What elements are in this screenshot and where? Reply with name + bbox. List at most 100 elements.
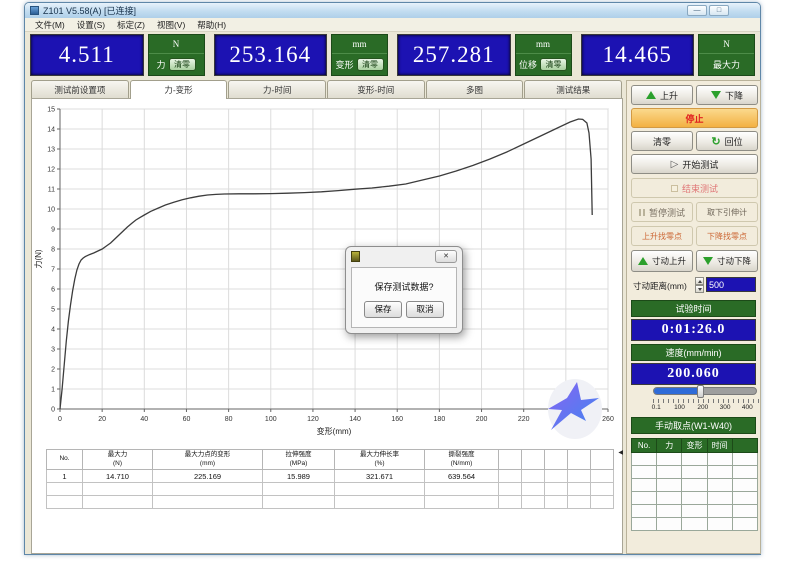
speed-slider[interactable] bbox=[653, 385, 757, 398]
title-bar: Z101 V5.58(A) [已连接] — □ bbox=[25, 3, 760, 18]
results-cell bbox=[590, 495, 614, 509]
return-label: 回位 bbox=[724, 136, 743, 147]
svg-text:6: 6 bbox=[51, 287, 55, 294]
svg-text:7: 7 bbox=[51, 267, 55, 274]
chart-svg: 0204060801001201401601802002202402600123… bbox=[33, 107, 614, 439]
clear-zero-button[interactable]: 清零 bbox=[540, 58, 567, 71]
maximize-button[interactable]: □ bbox=[709, 5, 729, 16]
jog-distance-input[interactable] bbox=[706, 277, 756, 292]
results-cell: 225.169 bbox=[152, 469, 263, 483]
tab-力-变形[interactable]: 力-变形 bbox=[129, 80, 228, 99]
start-test-button[interactable]: ▷ 开始测试 bbox=[631, 154, 758, 174]
results-cell bbox=[521, 469, 545, 483]
manual-cell bbox=[630, 517, 658, 531]
jog-up-arrow-icon bbox=[637, 257, 648, 265]
spinner-down-icon[interactable] bbox=[695, 285, 704, 293]
svg-text:11: 11 bbox=[48, 187, 55, 194]
slider-thumb[interactable] bbox=[696, 385, 704, 398]
test-time-display: 0:01:26.0 bbox=[631, 319, 756, 341]
clear-zero-button[interactable]: 清零 bbox=[356, 58, 384, 71]
jog-down-label: 寸动下降 bbox=[716, 256, 751, 266]
results-cell bbox=[334, 482, 425, 496]
up-button[interactable]: 上升 bbox=[631, 85, 693, 105]
results-cell bbox=[544, 482, 568, 496]
jog-distance-spinner[interactable] bbox=[695, 277, 704, 293]
dialog-cancel-button[interactable]: 取消 bbox=[406, 301, 444, 318]
manual-cell bbox=[681, 452, 708, 466]
display-group: 257.281 mm 位移 清零 bbox=[397, 34, 572, 76]
results-cell bbox=[82, 482, 153, 496]
return-button[interactable]: ↻ 回位 bbox=[696, 131, 758, 151]
results-row[interactable] bbox=[46, 495, 614, 509]
results-cell: 14.710 bbox=[82, 469, 153, 483]
results-cell bbox=[590, 469, 614, 483]
down-find-zero-button[interactable]: 下降找零点 bbox=[696, 226, 758, 246]
svg-text:8: 8 bbox=[51, 247, 55, 254]
clear-zero-button[interactable]: 清零 bbox=[168, 58, 196, 71]
manual-cell bbox=[630, 452, 658, 466]
menu-item[interactable]: 视图(V) bbox=[156, 19, 186, 30]
menu-item[interactable]: 标定(Z) bbox=[117, 19, 145, 30]
table-scroll-arrow-icon[interactable]: ◀ bbox=[618, 450, 623, 456]
results-cell: 15.989 bbox=[262, 469, 335, 483]
manual-column-header: 时间 bbox=[706, 438, 733, 453]
menu-item[interactable]: 文件(M) bbox=[35, 19, 65, 30]
manual-cell bbox=[630, 491, 658, 505]
svg-text:200: 200 bbox=[476, 416, 488, 423]
manual-column-header: 力 bbox=[656, 438, 683, 453]
results-row[interactable] bbox=[46, 482, 614, 496]
window-title: Z101 V5.58(A) [已连接] bbox=[43, 6, 137, 16]
tab-测试结果[interactable]: 测试结果 bbox=[524, 80, 623, 98]
minimize-button[interactable]: — bbox=[687, 5, 707, 16]
stop-button[interactable]: 停止 bbox=[631, 108, 758, 128]
results-cell bbox=[567, 495, 591, 509]
manual-row bbox=[630, 517, 759, 531]
jog-up-button[interactable]: 寸动上升 bbox=[631, 250, 693, 272]
jog-down-button[interactable]: 寸动下降 bbox=[696, 250, 758, 272]
tab-测试前设置项[interactable]: 测试前设置项 bbox=[31, 80, 129, 98]
svg-text:140: 140 bbox=[349, 416, 361, 423]
manual-row bbox=[630, 491, 759, 505]
dialog-save-button[interactable]: 保存 bbox=[364, 301, 402, 318]
channel-row: 力清零 bbox=[149, 54, 204, 75]
results-column-header-empty bbox=[590, 449, 614, 470]
down-button[interactable]: 下降 bbox=[696, 85, 758, 105]
svg-text:3: 3 bbox=[51, 347, 55, 354]
chart-page: 0204060801001201401601802002202402600123… bbox=[31, 98, 623, 554]
end-test-button[interactable]: 结束测试 bbox=[631, 178, 758, 198]
unit-panel: N 最大力 bbox=[698, 34, 755, 76]
results-cell bbox=[262, 482, 335, 496]
down-find-zero-label: 下降找零点 bbox=[707, 231, 747, 241]
slider-labels: 0.1 100 200 300 400 bbox=[652, 404, 759, 413]
results-row[interactable]: 1 14.710 225.169 15.989 321.671 639.564 bbox=[46, 469, 614, 483]
manual-row bbox=[630, 478, 759, 492]
results-cell bbox=[46, 482, 83, 496]
results-cell bbox=[498, 482, 522, 496]
display-group: 4.511 N 力清零 bbox=[30, 34, 205, 76]
force-deformation-curve bbox=[59, 118, 593, 410]
manual-cell bbox=[681, 465, 708, 479]
results-cell bbox=[498, 469, 522, 483]
down-label: 下降 bbox=[724, 90, 743, 101]
results-cell bbox=[544, 469, 568, 483]
tab-力-时间[interactable]: 力-时间 bbox=[228, 80, 327, 98]
pause-test-button[interactable]: 暂停测试 bbox=[631, 202, 693, 222]
tab-多图[interactable]: 多图 bbox=[425, 80, 524, 98]
jog-up-label: 寸动上升 bbox=[651, 256, 686, 266]
manual-cell bbox=[656, 491, 683, 505]
spinner-up-icon[interactable] bbox=[695, 277, 704, 285]
remove-extensometer-button[interactable]: 取下引伸计 bbox=[696, 202, 758, 222]
menu-item[interactable]: 设置(S) bbox=[76, 19, 106, 30]
zero-button[interactable]: 清零 bbox=[631, 131, 693, 151]
start-test-label: 开始测试 bbox=[682, 159, 719, 170]
up-find-zero-button[interactable]: 上升找零点 bbox=[631, 226, 693, 246]
tab-变形-时间[interactable]: 变形-时间 bbox=[327, 80, 425, 98]
play-icon: ▷ bbox=[670, 158, 679, 170]
dialog-close-button[interactable]: ✕ bbox=[435, 250, 457, 263]
up-find-zero-label: 上升找零点 bbox=[642, 231, 682, 241]
slider-scale-label: 100 bbox=[674, 404, 685, 411]
zero-label: 清零 bbox=[652, 136, 671, 147]
svg-text:2: 2 bbox=[51, 367, 55, 374]
slider-ticks bbox=[653, 399, 759, 403]
menu-item[interactable]: 帮助(H) bbox=[197, 19, 227, 30]
